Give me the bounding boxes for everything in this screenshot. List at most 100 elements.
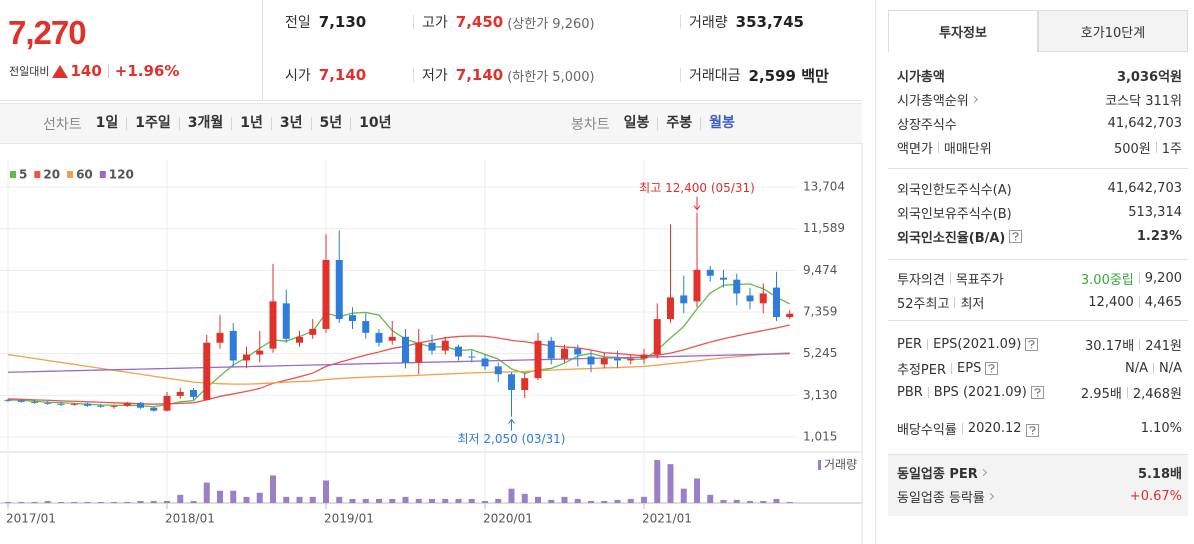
tab[interactable]: 월봉 (700, 116, 743, 130)
candle-body (441, 340, 449, 351)
value-part: 3,036억원 (1116, 69, 1182, 85)
volume-bar (349, 498, 356, 503)
info-value: 1.10% (1141, 421, 1182, 436)
tab[interactable]: 일봉 (623, 115, 650, 131)
info-label: 외국인한도주식수(A) (897, 179, 1012, 198)
candle-body (110, 405, 118, 407)
help-icon[interactable] (985, 361, 999, 375)
price-box: 7,270 전일대비 140 +1.96% (0, 0, 263, 100)
sidebar-tab[interactable]: 투자정보 (888, 10, 1038, 52)
quote-label: 고가 (422, 15, 448, 31)
candle-body (428, 342, 436, 351)
info-value: 500원 1주 (1114, 138, 1182, 157)
tab[interactable]: 5년 (310, 116, 351, 130)
candle-body (706, 269, 714, 276)
legend-swatch (10, 171, 16, 178)
tab[interactable]: 3년 (270, 116, 311, 130)
value-part: +0.67% (1129, 488, 1182, 504)
info-row: PER EPS(2021.09) 30.17배 241원 (897, 332, 1182, 356)
annotation-low: 최저 2,050 (03/31) (457, 432, 565, 446)
link-arrow[interactable] (979, 468, 987, 476)
volume-bar (720, 499, 727, 503)
value-part: 12,400 (1088, 294, 1134, 310)
volume-bar (230, 490, 237, 503)
volume-bar (362, 498, 369, 503)
value-part: 2,468원 (1132, 386, 1182, 402)
y-tick-label: 13,704 (803, 180, 845, 194)
volume-bar (627, 498, 634, 503)
info-label: 외국인보유주식수(B) (897, 203, 1012, 222)
volume-bar (495, 498, 502, 503)
label-part: EPS (957, 360, 982, 376)
tab[interactable]: 1년 (231, 116, 271, 130)
help-icon[interactable] (1009, 229, 1023, 243)
info-row: 액면가 매매단위 500원 1주 (897, 135, 1182, 159)
link-arrow[interactable] (986, 492, 994, 500)
volume-bar (203, 482, 210, 503)
info-row: 시가총액순위 코스닥 311위 (897, 87, 1182, 111)
value-part: 30.17배 (1085, 338, 1135, 354)
label-part: 52주최고 (897, 296, 950, 312)
info-label: 52주최고 최저 (897, 293, 984, 312)
y-tick-label: 3,130 (803, 388, 837, 402)
candle-body (362, 321, 370, 333)
label-part: PBR (897, 384, 923, 400)
candle-body (31, 401, 38, 403)
annotation-arrow (693, 196, 701, 211)
volume-bar (574, 498, 581, 503)
volume-bar (177, 494, 184, 503)
candle-body (296, 336, 303, 343)
value-part: N/A (1125, 360, 1148, 376)
volume-bar (84, 501, 91, 503)
candle-body (415, 342, 423, 363)
info-section: 투자의견 목표주가 3.00중립 9,200 52주최고 최저 12,400 4,465 (888, 260, 1188, 321)
info-row: PBR BPS (2021.09) 2.95배 2,468원 (897, 380, 1182, 404)
label-part: 동일업종 PER (897, 466, 978, 482)
sidebar-tab[interactable]: 호가10단계 (1038, 10, 1188, 52)
chart: 1,0153,1305,2457,3599,47411,58913,704201… (0, 143, 863, 544)
value-part: 1.10% (1140, 420, 1182, 436)
tab[interactable]: 1일 (95, 115, 119, 131)
candle-body (57, 403, 65, 405)
label-part: 액면가 (897, 141, 933, 157)
value-part: 5.18배 (1137, 466, 1182, 482)
tab-group: 봉차트 일봉 주봉 월봉 (571, 104, 743, 143)
volume-bar (548, 499, 555, 503)
help-icon[interactable] (1025, 337, 1039, 351)
candle-body (84, 403, 91, 406)
label-part: 추정PER (897, 362, 947, 378)
volume-bar (482, 500, 488, 503)
volume-bar (601, 500, 608, 503)
value-part: 41,642,703 (1107, 180, 1182, 196)
label-part: EPS(2021.09) (933, 336, 1022, 352)
volume-bar (733, 499, 740, 503)
y-tick-label: 1,015 (803, 429, 837, 443)
candle-body (4, 399, 12, 401)
candle-body (587, 356, 595, 365)
info-value: 41,642,703 (1108, 116, 1182, 131)
separator (1126, 386, 1128, 398)
tab-group-label: 봉차트 (571, 116, 610, 133)
candle-body (733, 279, 741, 294)
current-price: 7,270 (8, 14, 87, 51)
tab[interactable]: 1주일 (126, 116, 179, 130)
label-part: 동일업종 등락률 (897, 490, 985, 506)
tab[interactable]: 3개월 (178, 116, 232, 130)
info-row: 외국인보유주식수(B) 513,314 (897, 200, 1182, 224)
x-tick-label: 2018/01 (165, 512, 215, 526)
candle-body (534, 340, 542, 379)
link-arrow[interactable] (970, 95, 978, 103)
tab[interactable]: 주봉 (657, 116, 700, 130)
info-row: 외국인한도주식수(A) 41,642,703 (897, 176, 1182, 200)
help-icon[interactable] (1025, 423, 1039, 437)
separator (937, 141, 939, 153)
tab[interactable]: 10년 (350, 116, 399, 130)
volume-bar (508, 488, 515, 503)
quote-value: 7,450 (455, 13, 504, 31)
quote: 시가 7,140 (285, 53, 413, 97)
quote: 전일 7,130 (285, 0, 413, 44)
volume-bar (415, 498, 422, 503)
label-part: 배당수익률 (897, 422, 957, 438)
help-icon[interactable] (1030, 385, 1044, 399)
label-part: 외국인보유주식수(B) (897, 206, 1012, 222)
